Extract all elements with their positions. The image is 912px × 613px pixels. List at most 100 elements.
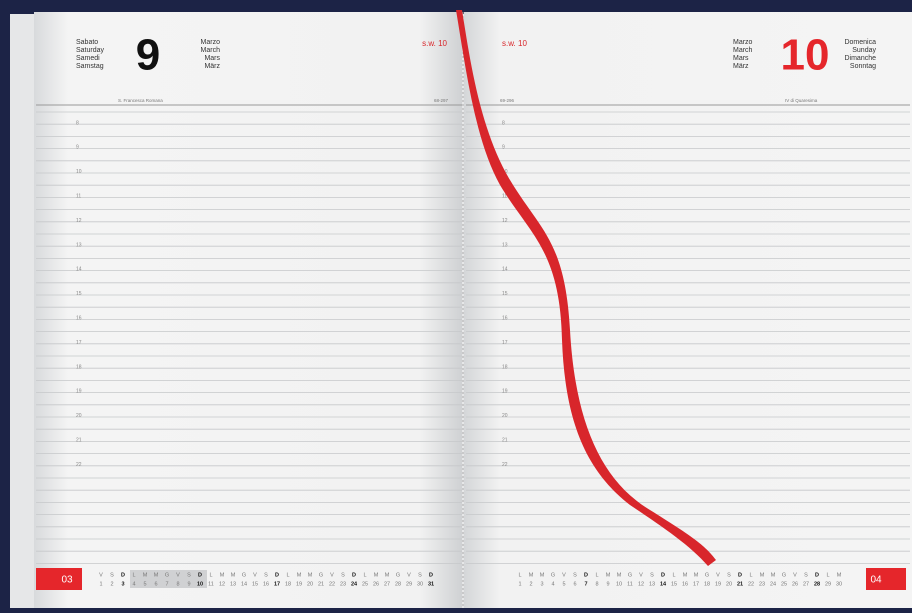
hour-label: 12	[76, 218, 82, 224]
calendar-letter: S	[804, 572, 808, 578]
calendar-day: 17	[274, 581, 280, 587]
hour-label: 21	[502, 438, 508, 444]
calendar-letter: V	[793, 572, 797, 578]
calendar-letter: D	[352, 572, 356, 578]
calendar-day: 25	[362, 581, 368, 587]
calendar-letter: D	[738, 572, 742, 578]
calendar-day: 12	[638, 581, 644, 587]
day-name: Sabato	[76, 39, 98, 46]
calendar-letter: V	[253, 572, 257, 578]
hour-label: 11	[502, 194, 507, 200]
calendar-day: 3	[540, 581, 543, 587]
calendar-letter: G	[165, 572, 169, 578]
day-name: Samstag	[76, 63, 104, 70]
calendar-letter: M	[385, 572, 390, 578]
hour-label: 14	[502, 267, 508, 273]
calendar-day: 1	[99, 581, 102, 587]
calendar-day: 22	[748, 581, 754, 587]
calendar-day: 29	[825, 581, 831, 587]
calendar-letter: M	[771, 572, 776, 578]
hour-label: 8	[502, 120, 505, 126]
calendar-letter: V	[176, 572, 180, 578]
calendar-day: 26	[373, 581, 379, 587]
calendar-day: 14	[241, 581, 247, 587]
calendar-letter: M	[154, 572, 159, 578]
calendar-letter: D	[275, 572, 279, 578]
week-label: s.w. 10	[422, 39, 447, 48]
hour-label: 11	[76, 194, 81, 200]
calendar-letter: L	[209, 572, 212, 578]
day-name: Domenica	[844, 39, 876, 46]
hour-label: 19	[502, 389, 508, 395]
calendar-day: 18	[704, 581, 710, 587]
calendar-day: 10	[616, 581, 622, 587]
calendar-letter: M	[308, 572, 313, 578]
calendar-day: 14	[660, 581, 667, 587]
calendar-letter: V	[639, 572, 643, 578]
calendar-letter: V	[716, 572, 720, 578]
hour-label: 15	[76, 291, 82, 297]
calendar-day: 9	[187, 581, 190, 587]
day-name: Dimanche	[844, 55, 876, 62]
calendar-day: 27	[803, 581, 809, 587]
right-page	[464, 12, 912, 608]
week-label: s.w. 10	[502, 39, 527, 48]
month-name: Mars	[733, 55, 749, 62]
calendar-letter: M	[297, 572, 302, 578]
hour-label: 22	[76, 462, 82, 468]
month-tab-label: 03	[61, 575, 73, 586]
hour-label: 18	[76, 364, 82, 370]
calendar-letter: V	[562, 572, 566, 578]
saint: S. Francesca Romana	[118, 98, 163, 103]
day-name: Saturday	[76, 47, 105, 54]
hour-label: 15	[502, 291, 508, 297]
month-tab-label: 04	[870, 575, 882, 586]
calendar-letter: S	[110, 572, 114, 578]
calendar-letter: V	[330, 572, 334, 578]
hour-label: 22	[502, 462, 508, 468]
calendar-day: 17	[693, 581, 699, 587]
calendar-day: 9	[606, 581, 609, 587]
calendar-day: 19	[715, 581, 721, 587]
calendar-letter: L	[749, 572, 752, 578]
calendar-letter: L	[672, 572, 675, 578]
calendar-day: 28	[814, 581, 820, 587]
calendar-day: 24	[351, 581, 358, 587]
hour-label: 12	[502, 218, 508, 224]
calendar-day: 23	[340, 581, 346, 587]
calendar-letter: G	[782, 572, 786, 578]
calendar-letter: M	[683, 572, 688, 578]
hour-label: 17	[76, 340, 82, 346]
calendar-letter: M	[837, 572, 842, 578]
hour-label: 20	[76, 413, 82, 419]
calendar-day: 6	[573, 581, 576, 587]
calendar-letter: M	[220, 572, 225, 578]
calendar-letter: G	[705, 572, 709, 578]
calendar-letter: S	[573, 572, 577, 578]
hour-label: 19	[76, 389, 82, 395]
calendar-letter: D	[584, 572, 588, 578]
month-tab	[36, 568, 82, 590]
calendar-letter: M	[617, 572, 622, 578]
calendar-letter: G	[242, 572, 246, 578]
calendar-letter: M	[760, 572, 765, 578]
calendar-day: 24	[770, 581, 776, 587]
calendar-day: 29	[406, 581, 412, 587]
calendar-day: 16	[263, 581, 269, 587]
calendar-day: 11	[627, 581, 633, 587]
calendar-letter: S	[727, 572, 731, 578]
calendar-letter: M	[529, 572, 534, 578]
calendar-letter: L	[132, 572, 135, 578]
calendar-letter: M	[694, 572, 699, 578]
month-name: March	[201, 47, 221, 54]
calendar-letter: S	[341, 572, 345, 578]
month-name: Marzo	[201, 39, 221, 46]
calendar-day: 1	[518, 581, 521, 587]
calendar-day: 7	[584, 581, 587, 587]
calendar-letter: S	[650, 572, 654, 578]
calendar-day: 7	[165, 581, 168, 587]
month-name: März	[204, 63, 220, 70]
calendar-letter: M	[143, 572, 148, 578]
